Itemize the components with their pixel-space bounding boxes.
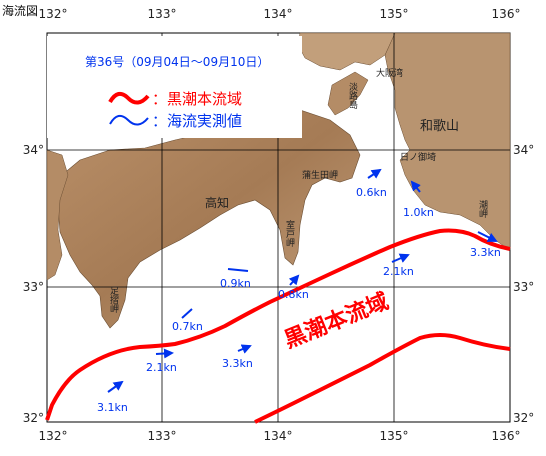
current-arrow xyxy=(367,168,382,179)
legend-box xyxy=(47,36,302,138)
lon-label-bottom: 134° xyxy=(264,429,293,443)
kuroshio-boundary-north xyxy=(45,228,511,421)
current-speed-label: 0.8kn xyxy=(278,288,309,301)
page-title: 海流図 xyxy=(2,4,39,18)
current-speed-label: 3.3kn xyxy=(470,246,501,259)
measured-legend-swatch xyxy=(109,114,149,126)
current-speed-label: 0.6kn xyxy=(356,186,387,199)
lon-label-top: 135° xyxy=(380,7,409,21)
lon-label-bottom: 132° xyxy=(39,429,68,443)
kuroshio-legend-label: ：黒潮本流域 xyxy=(152,90,242,108)
lat-label-left: 32° xyxy=(23,411,44,425)
place-label-kochi: 高知 xyxy=(205,195,229,210)
lat-label-left: 33° xyxy=(23,280,44,294)
lon-label-top: 132° xyxy=(39,7,68,21)
place-label-osaka-bay: 大阪湾 xyxy=(376,67,403,79)
kuroshio-boundary-south xyxy=(254,333,511,424)
current-arrow xyxy=(237,344,252,354)
lon-label-bottom: 136° xyxy=(492,429,521,443)
kyushu-land xyxy=(46,149,69,281)
place-label-hinomisaki: 日ノ御埼 xyxy=(400,151,436,163)
current-arrow xyxy=(288,274,300,286)
current-speed-label: 3.1kn xyxy=(97,401,128,414)
lon-label-top: 136° xyxy=(492,7,521,21)
awaji-island-land xyxy=(327,71,369,116)
legend-period: 第36号（09月04日〜09月10日） xyxy=(85,55,269,69)
current-speed-label: 2.1kn xyxy=(383,265,414,278)
current-arrow xyxy=(227,268,249,272)
current-speed-label: 1.0kn xyxy=(403,206,434,219)
lat-label-right: 34° xyxy=(513,143,534,157)
current-arrow xyxy=(181,308,193,319)
current-arrow xyxy=(155,348,174,359)
place-label-muroto: 室戸岬 xyxy=(284,219,295,248)
place-label-shionomisaki: 潮岬 xyxy=(477,199,488,219)
current-speed-label: 0.7kn xyxy=(172,320,203,333)
place-label-awaji: 淡路島 xyxy=(347,82,358,110)
lat-label-left: 34° xyxy=(23,143,44,157)
current-speed-label: 3.3kn xyxy=(222,357,253,370)
lon-label-bottom: 135° xyxy=(380,429,409,443)
current-speed-label: 2.1kn xyxy=(146,361,177,374)
current-arrow xyxy=(477,231,498,242)
lat-label-right: 33° xyxy=(513,280,534,294)
lat-label-right: 32° xyxy=(513,411,534,425)
measured-legend-label: ：海流実測値 xyxy=(152,112,242,130)
place-label-wakayama: 和歌山 xyxy=(420,119,459,134)
lon-label-bottom: 133° xyxy=(148,429,177,443)
lat-lon-grid xyxy=(47,33,510,422)
place-label-ashizuri: 足摺岬 xyxy=(108,286,119,314)
current-arrow xyxy=(107,380,124,393)
lon-label-top: 133° xyxy=(148,7,177,21)
current-arrow xyxy=(391,253,410,263)
current-arrows xyxy=(107,168,498,393)
current-speed-label: 0.9kn xyxy=(220,277,251,290)
kuroshio-legend-swatch xyxy=(108,91,150,105)
lon-label-top: 134° xyxy=(264,7,293,21)
current-arrow xyxy=(410,180,421,193)
place-label-kamogawa: 蒲生田岬 xyxy=(302,169,338,181)
